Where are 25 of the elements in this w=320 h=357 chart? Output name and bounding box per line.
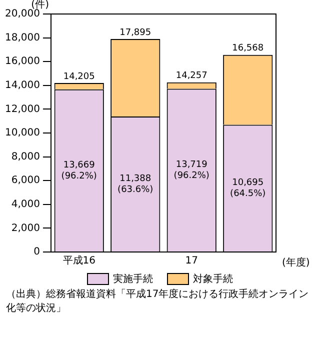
- y-tick-label: 2,000: [11, 222, 40, 234]
- data-label: 11,388 (63.6%): [118, 174, 154, 195]
- y-tick-label: 4,000: [11, 198, 40, 210]
- x-tick-label: 平成16: [62, 254, 96, 267]
- data-label: 13,719 (96.2%): [174, 160, 210, 181]
- y-tick-label: 8,000: [11, 151, 40, 162]
- y-tick-label: 12,000: [4, 104, 40, 115]
- total-label: 16,568: [232, 44, 264, 54]
- legend-label: 対象手続: [193, 272, 233, 286]
- y-tick-label: 14,000: [4, 80, 40, 91]
- data-label: 13,669 (96.2%): [61, 160, 97, 182]
- total-label: 14,205: [63, 72, 95, 82]
- text: （出典）総務省報道資料「平成17年度における行政手続オンライン化等の状況」: [6, 288, 310, 316]
- y-tick-label: 18,000: [4, 32, 40, 44]
- x-axis-title: (年度): [282, 256, 310, 269]
- total-label: 17,895: [120, 28, 152, 38]
- y-tick-label: 6,000: [11, 175, 40, 186]
- total-label: 14,257: [176, 71, 208, 82]
- y-tick-label: 16,000: [4, 56, 40, 68]
- y-tick-label: 10,000: [4, 128, 40, 139]
- y-tick-label: 0: [34, 246, 40, 258]
- y-tick-label: 20,000: [4, 8, 40, 20]
- x-tick-label: 17: [185, 256, 198, 267]
- text: 実施手続: [113, 272, 153, 286]
- data-label: 10,695 (64.5%): [230, 178, 266, 199]
